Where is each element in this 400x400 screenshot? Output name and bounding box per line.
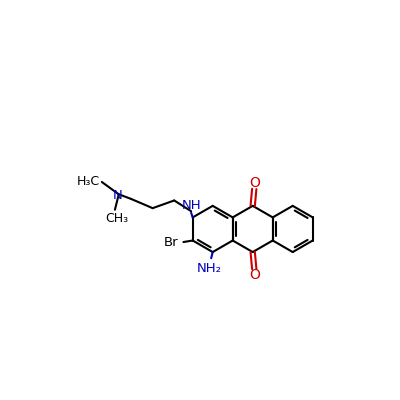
Text: Br: Br — [164, 236, 178, 249]
Text: N: N — [113, 188, 123, 202]
Text: O: O — [249, 268, 260, 282]
Text: O: O — [249, 176, 260, 190]
Text: H₃C: H₃C — [76, 175, 100, 188]
Text: NH: NH — [181, 198, 201, 212]
Text: CH₃: CH₃ — [105, 212, 128, 225]
Text: NH₂: NH₂ — [196, 262, 221, 276]
